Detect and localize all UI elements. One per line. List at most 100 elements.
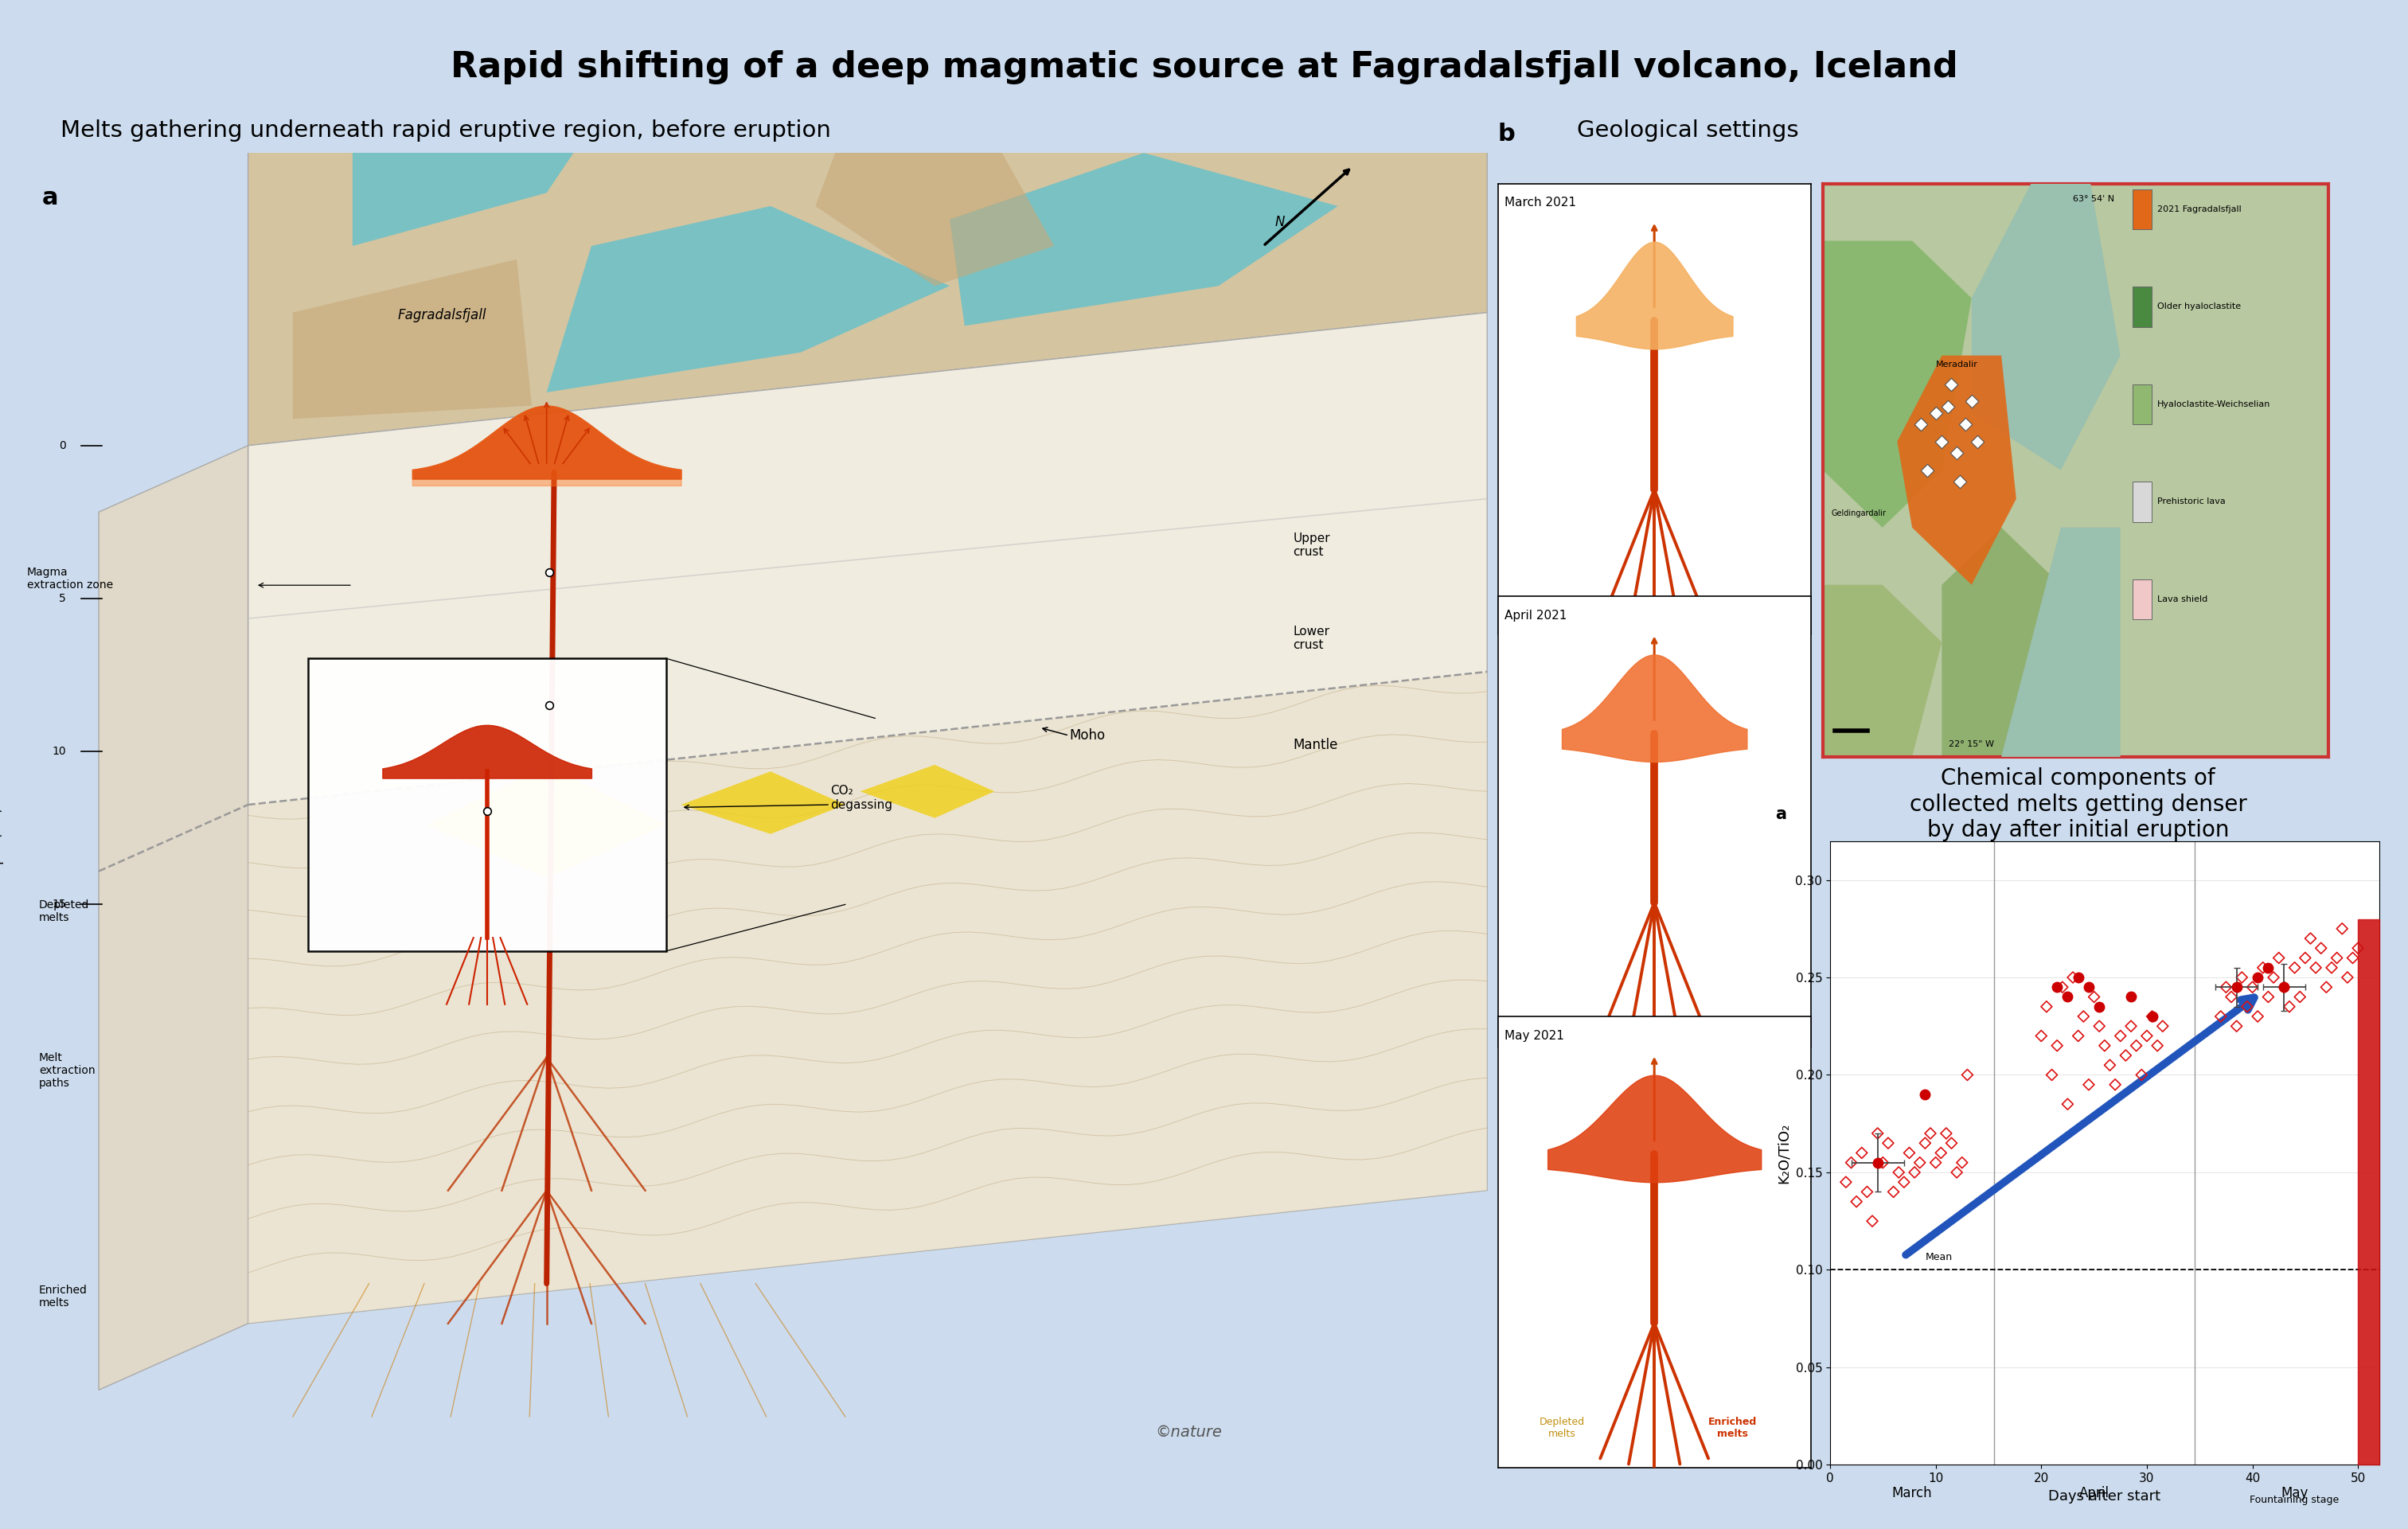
- Point: [2297, 956, 2336, 980]
- Bar: [2131, 384, 2153, 424]
- Text: Meradalir: Meradalir: [1936, 361, 1977, 368]
- Point: [2259, 945, 2297, 971]
- Text: Moho: Moho: [1069, 728, 1105, 743]
- Point: [1873, 1180, 1912, 1205]
- Point: [1917, 401, 1955, 425]
- Point: [1828, 1170, 1866, 1194]
- Point: [2042, 976, 2081, 1000]
- Point: [2254, 965, 2292, 989]
- Point: [2090, 1053, 2129, 1078]
- Text: Depleted
melts: Depleted melts: [1539, 1417, 1584, 1439]
- Polygon shape: [547, 206, 949, 393]
- Bar: [2232, 1480, 2357, 1520]
- Text: 2021 Fagradalsfjall: 2021 Fagradalsfjall: [2158, 205, 2242, 213]
- Point: [1938, 1161, 1977, 1185]
- Point: [1847, 1180, 1885, 1205]
- Polygon shape: [426, 764, 667, 878]
- Polygon shape: [2357, 919, 2379, 1465]
- Text: 15: 15: [53, 899, 65, 910]
- Point: [2112, 1014, 2150, 1038]
- Point: [1948, 1063, 1987, 1087]
- Text: Melts gathering underneath rapid eruptive region, before eruption: Melts gathering underneath rapid eruptiv…: [60, 119, 831, 142]
- Text: Hyaloclastite-Weichselian: Hyaloclastite-Weichselian: [2158, 401, 2271, 408]
- Text: Depleted
melts: Depleted melts: [39, 899, 89, 924]
- Polygon shape: [860, 764, 995, 818]
- Point: [2032, 1063, 2071, 1087]
- Text: Lower
crust: Lower crust: [1293, 625, 1329, 651]
- Point: [2023, 1024, 2061, 1049]
- Bar: [2131, 287, 2153, 327]
- Point: [1895, 1161, 1934, 1185]
- X-axis label: Days after start: Days after start: [2049, 1489, 2160, 1503]
- Point: [1922, 430, 1960, 454]
- Point: [2244, 956, 2283, 980]
- Point: [2324, 916, 2362, 940]
- Point: [1943, 1150, 1982, 1174]
- Bar: [308, 659, 667, 951]
- Polygon shape: [1941, 528, 2061, 757]
- Point: [2085, 1034, 2124, 1058]
- Text: 22° 15" W: 22° 15" W: [1948, 740, 1994, 748]
- Point: [2102, 1024, 2141, 1049]
- Point: [2076, 985, 2114, 1009]
- Point: [2028, 994, 2066, 1018]
- Point: [1842, 1141, 1881, 1165]
- Point: [2068, 1072, 2107, 1096]
- Point: [2232, 976, 2271, 1000]
- Polygon shape: [248, 312, 1488, 1324]
- Polygon shape: [294, 260, 532, 419]
- Point: [2333, 945, 2372, 971]
- Point: [1931, 1131, 1970, 1156]
- Point: [1832, 1150, 1871, 1174]
- Point: [1885, 1170, 1924, 1194]
- Text: CO₂
degassing: CO₂ degassing: [831, 786, 893, 810]
- Point: [2329, 965, 2367, 989]
- Text: a: a: [1775, 806, 1787, 823]
- Text: May 2021: May 2021: [1505, 1031, 1565, 1041]
- Point: [2312, 956, 2350, 980]
- Text: ©nature: ©nature: [1156, 1425, 1221, 1440]
- Point: [2227, 994, 2266, 1018]
- Text: Fountaining stage: Fountaining stage: [2249, 1495, 2338, 1505]
- Point: [1912, 1121, 1950, 1145]
- Point: [2316, 945, 2355, 971]
- Text: Rapid shifting of a deep magmatic source at Fagradalsfjall volcano, Iceland: Rapid shifting of a deep magmatic source…: [450, 50, 1958, 84]
- Point: [2213, 985, 2251, 1009]
- Text: April 2021: April 2021: [1505, 610, 1568, 621]
- Y-axis label: K₂O/TiO₂: K₂O/TiO₂: [1777, 1122, 1792, 1183]
- Text: N: N: [1276, 216, 1286, 229]
- Point: [2107, 1043, 2146, 1067]
- Bar: [2131, 190, 2153, 229]
- Polygon shape: [1972, 183, 2121, 471]
- Point: [2266, 976, 2304, 1000]
- Point: [1900, 1150, 1938, 1174]
- Point: [2054, 965, 2093, 989]
- Text: b: b: [1498, 122, 1515, 145]
- Polygon shape: [1823, 586, 1941, 757]
- Point: [1907, 459, 1946, 483]
- Point: [1902, 411, 1941, 437]
- Point: [1890, 1141, 1929, 1165]
- Point: [2292, 927, 2331, 951]
- Point: [2117, 1034, 2155, 1058]
- Text: May: May: [2280, 1486, 2309, 1500]
- Point: [1958, 430, 1996, 454]
- Text: April: April: [2078, 1486, 2109, 1500]
- Point: [1864, 1150, 1902, 1174]
- Point: [2285, 945, 2324, 971]
- Point: [2064, 1005, 2102, 1029]
- Point: [1869, 1131, 1907, 1156]
- Point: [1929, 394, 1967, 419]
- Polygon shape: [248, 86, 1488, 445]
- Text: Melt
extraction
paths: Melt extraction paths: [39, 1052, 96, 1089]
- Point: [2307, 976, 2345, 1000]
- Point: [2206, 976, 2244, 1000]
- Text: Prehistoric lava: Prehistoric lava: [2158, 498, 2225, 506]
- Point: [1905, 1131, 1943, 1156]
- Point: [2338, 936, 2377, 960]
- Point: [1854, 1209, 1893, 1234]
- Point: [1859, 1121, 1898, 1145]
- Point: [2239, 1005, 2278, 1029]
- Point: [2223, 965, 2261, 989]
- Text: Mean: Mean: [1924, 1252, 1953, 1261]
